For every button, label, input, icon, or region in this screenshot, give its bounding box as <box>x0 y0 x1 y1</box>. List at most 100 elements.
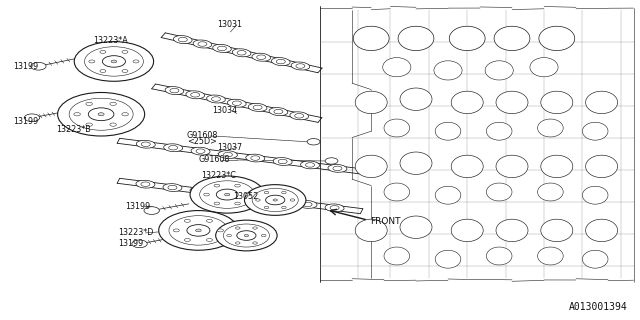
Circle shape <box>282 191 286 194</box>
Circle shape <box>69 98 133 130</box>
Text: 13034: 13034 <box>212 106 237 115</box>
Circle shape <box>223 224 269 247</box>
Circle shape <box>169 146 178 150</box>
Circle shape <box>84 47 143 76</box>
Text: 13199: 13199 <box>13 117 38 126</box>
Circle shape <box>110 102 116 106</box>
Ellipse shape <box>530 58 558 77</box>
Circle shape <box>173 229 179 232</box>
Circle shape <box>307 139 320 145</box>
Text: G91608: G91608 <box>198 156 230 164</box>
Circle shape <box>190 176 264 213</box>
Circle shape <box>204 193 209 196</box>
Ellipse shape <box>400 152 432 174</box>
Ellipse shape <box>496 155 528 178</box>
Circle shape <box>200 181 255 208</box>
Circle shape <box>253 242 257 244</box>
Circle shape <box>282 206 286 209</box>
Circle shape <box>266 195 285 205</box>
Circle shape <box>196 149 205 153</box>
Ellipse shape <box>355 155 387 178</box>
Circle shape <box>257 55 266 60</box>
Ellipse shape <box>541 91 573 114</box>
Ellipse shape <box>248 103 267 111</box>
Circle shape <box>111 60 116 63</box>
Circle shape <box>122 69 128 73</box>
Ellipse shape <box>165 87 184 95</box>
Ellipse shape <box>435 122 461 140</box>
Ellipse shape <box>232 49 251 57</box>
Ellipse shape <box>271 197 290 205</box>
Text: 13199: 13199 <box>13 62 38 71</box>
Circle shape <box>235 202 240 205</box>
Circle shape <box>276 199 285 203</box>
Ellipse shape <box>136 180 155 188</box>
Text: 13223*B: 13223*B <box>56 125 91 134</box>
Circle shape <box>211 97 220 101</box>
Circle shape <box>227 234 232 237</box>
Text: 13031: 13031 <box>218 20 243 29</box>
Circle shape <box>133 60 139 63</box>
Circle shape <box>218 229 223 232</box>
Ellipse shape <box>383 58 411 77</box>
Ellipse shape <box>451 219 483 242</box>
Ellipse shape <box>325 204 344 212</box>
Ellipse shape <box>435 250 461 268</box>
Ellipse shape <box>273 157 292 165</box>
Circle shape <box>191 92 200 97</box>
Circle shape <box>237 231 256 240</box>
Ellipse shape <box>586 91 618 114</box>
Ellipse shape <box>164 144 182 152</box>
Circle shape <box>159 211 238 250</box>
Ellipse shape <box>186 91 205 99</box>
Circle shape <box>236 242 240 244</box>
Text: 13223*D: 13223*D <box>118 228 154 237</box>
Ellipse shape <box>538 119 563 137</box>
Circle shape <box>122 113 129 116</box>
Circle shape <box>74 42 154 81</box>
Circle shape <box>88 108 114 121</box>
Circle shape <box>253 105 262 110</box>
Ellipse shape <box>252 53 271 61</box>
Ellipse shape <box>400 216 432 238</box>
Circle shape <box>179 37 188 42</box>
Circle shape <box>24 114 40 122</box>
Circle shape <box>74 113 81 116</box>
Circle shape <box>333 166 342 171</box>
Ellipse shape <box>496 219 528 242</box>
Ellipse shape <box>291 62 310 70</box>
Circle shape <box>296 64 305 68</box>
Circle shape <box>325 158 338 164</box>
Circle shape <box>187 225 210 236</box>
Circle shape <box>100 50 106 53</box>
Circle shape <box>169 216 228 245</box>
Circle shape <box>98 113 104 116</box>
Ellipse shape <box>400 88 432 110</box>
Ellipse shape <box>136 140 156 148</box>
Circle shape <box>110 123 116 126</box>
Ellipse shape <box>449 26 485 51</box>
Circle shape <box>31 62 46 70</box>
Text: 13223*A: 13223*A <box>93 36 127 45</box>
Circle shape <box>141 142 150 147</box>
Ellipse shape <box>582 250 608 268</box>
Circle shape <box>86 123 92 126</box>
Circle shape <box>255 199 260 201</box>
Circle shape <box>305 163 314 167</box>
Circle shape <box>100 69 106 73</box>
Circle shape <box>144 207 159 214</box>
Circle shape <box>207 219 212 222</box>
Text: 13037: 13037 <box>218 143 243 152</box>
Circle shape <box>86 102 92 106</box>
Text: G91608: G91608 <box>187 132 218 140</box>
Circle shape <box>58 92 145 136</box>
Ellipse shape <box>163 184 182 191</box>
Ellipse shape <box>398 26 434 51</box>
Ellipse shape <box>384 247 410 265</box>
Circle shape <box>214 184 220 187</box>
Circle shape <box>252 188 298 212</box>
Circle shape <box>303 202 312 207</box>
Circle shape <box>184 219 190 222</box>
Ellipse shape <box>582 186 608 204</box>
Circle shape <box>198 42 207 46</box>
